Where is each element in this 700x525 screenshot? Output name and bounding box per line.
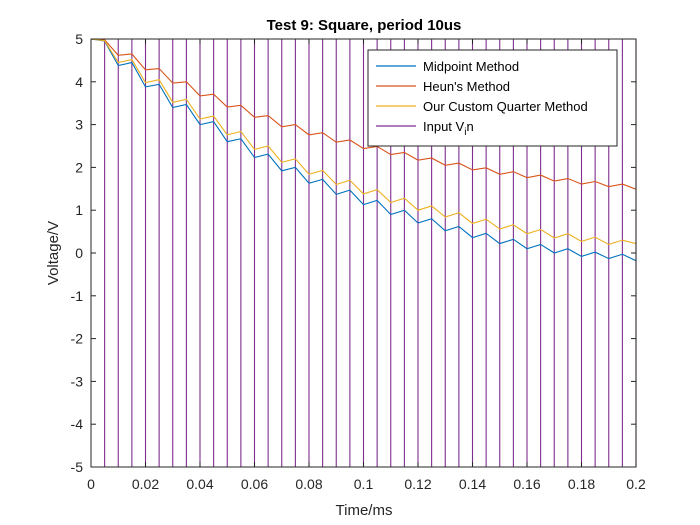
- x-tick-label: 0.12: [404, 476, 431, 492]
- x-tick-label: 0.14: [459, 476, 486, 492]
- y-tick-label: -1: [71, 288, 84, 304]
- series-line-0: [90, 38, 637, 262]
- legend-label: Midpoint Method: [423, 59, 519, 74]
- y-axis-title: Voltage/V: [45, 221, 62, 285]
- y-tick-label: -4: [71, 416, 84, 432]
- legend-label: Our Custom Quarter Method: [423, 99, 588, 114]
- y-tick-label: -5: [71, 459, 84, 475]
- legend: Midpoint Method Heun's Method Our Custom Q…: [367, 49, 618, 147]
- x-tick-label: 0.18: [568, 476, 595, 492]
- x-tick-label: 0.06: [241, 476, 268, 492]
- legend-label-text: Heun's Method: [423, 79, 510, 94]
- y-tick-label: -3: [71, 373, 84, 389]
- ticks-layer: 0 0.02 0.04 0.06 0.08 0.1 0.12 0.14 0.16 0.18 0.2 -…: [71, 31, 646, 492]
- legend-label-subscript: i: [464, 127, 466, 138]
- legend-label: Heun's Method: [423, 79, 510, 94]
- x-tick-label: 0: [87, 476, 95, 492]
- series-line-2: [90, 38, 637, 246]
- x-tick-label: 0.2: [626, 476, 646, 492]
- legend-label-suffix: n: [466, 119, 473, 134]
- legend-label-text: Our Custom Quarter Method: [423, 99, 588, 114]
- x-tick-label: 0.04: [186, 476, 213, 492]
- y-tick-label: 4: [75, 74, 83, 90]
- series-line-1: [90, 38, 637, 190]
- x-tick-label: 0.02: [132, 476, 159, 492]
- y-tick-label: -2: [71, 331, 84, 347]
- y-tick-label: 3: [75, 117, 83, 133]
- legend-label-text: Input V: [423, 119, 465, 134]
- legend-label-text: Midpoint Method: [423, 59, 519, 74]
- y-tick-label: 5: [75, 31, 83, 47]
- chart-title: Test 9: Square, period 10us: [267, 17, 462, 34]
- x-tick-label: 0.1: [354, 476, 374, 492]
- x-tick-label: 0.08: [295, 476, 322, 492]
- x-tick-label: 0.16: [513, 476, 540, 492]
- y-tick-label: 0: [75, 245, 83, 261]
- x-axis-title: Time/ms: [336, 502, 393, 519]
- legend-label: Input Vin: [423, 119, 474, 138]
- y-tick-label: 1: [75, 202, 83, 218]
- y-tick-label: 2: [75, 159, 83, 175]
